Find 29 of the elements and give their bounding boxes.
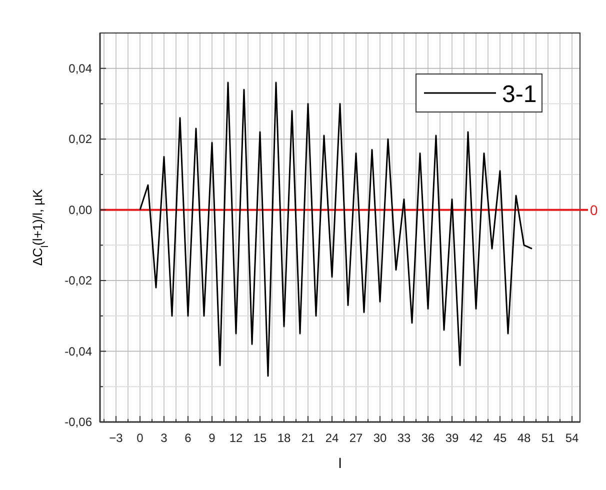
y-tick-label: -0,04 [64, 344, 92, 358]
x-axis-title: l [338, 455, 342, 471]
x-tick-label: 0 [136, 431, 144, 445]
x-tick-label: 3 [160, 431, 168, 445]
y-tick-label: 0,04 [68, 61, 92, 76]
x-tick-label: 18 [277, 431, 291, 445]
x-tick-label: 15 [253, 431, 267, 445]
x-tick-label: 48 [517, 431, 531, 445]
ref-line-label: 0 [590, 202, 598, 218]
legend-label: 3-1 [502, 81, 537, 108]
x-tick-label: 21 [301, 431, 315, 445]
x-tick-label: 42 [469, 431, 483, 445]
x-tick-label: 36 [421, 431, 435, 445]
y-tick-label: -0,02 [64, 274, 92, 288]
x-tick-label: 33 [397, 431, 411, 445]
y-tick-label: 0,02 [68, 132, 92, 146]
x-tick-label: 54 [565, 431, 579, 445]
x-tick-label: −3 [109, 431, 124, 445]
x-tick-label: 30 [373, 431, 387, 445]
x-tick-label: 27 [349, 431, 363, 445]
x-tick-label: 24 [325, 431, 339, 445]
x-tick-label: 9 [208, 431, 216, 445]
x-tick-label: 45 [493, 431, 507, 445]
x-tick-label: 6 [184, 431, 192, 445]
x-tick-label: 39 [445, 431, 459, 445]
x-tick-label: 12 [229, 431, 243, 445]
y-tick-label: -0,06 [64, 415, 92, 429]
y-tick-label: 0,00 [68, 202, 92, 217]
x-tick-label: 51 [541, 431, 555, 445]
